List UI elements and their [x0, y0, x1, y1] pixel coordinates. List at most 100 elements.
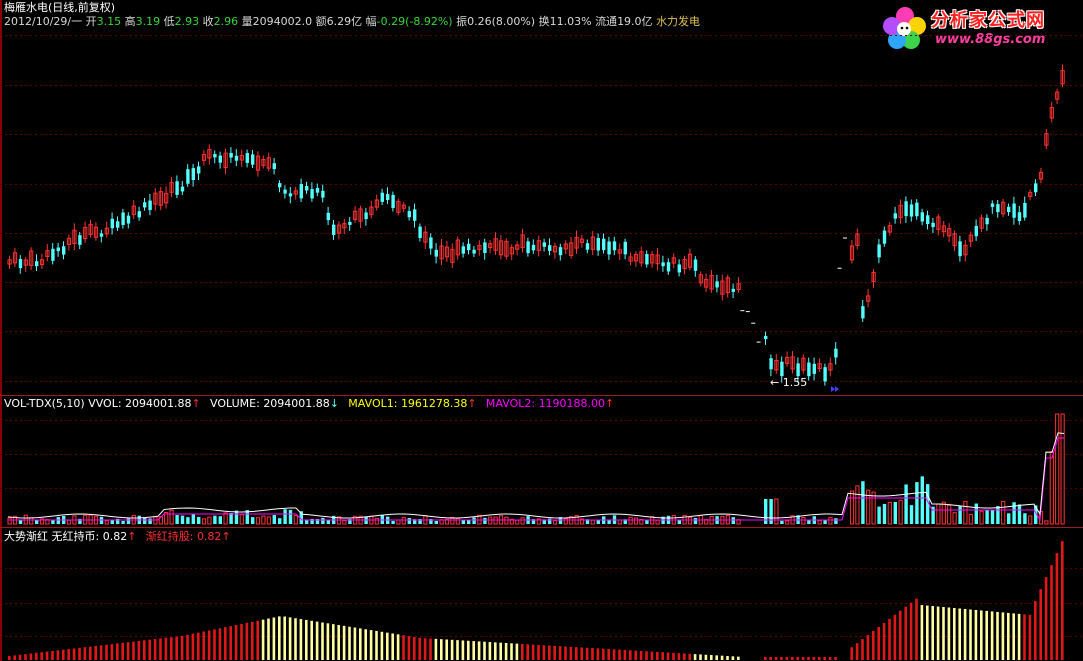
indicator-bar — [699, 654, 702, 660]
arrow-up-icon: ↑ — [191, 397, 201, 410]
volume-bar — [391, 520, 395, 524]
indicator-bar — [483, 641, 486, 660]
volume-chart[interactable] — [0, 396, 1083, 528]
volume-series-label: VOLUME: — [210, 397, 260, 410]
indicator-bar — [564, 646, 567, 660]
candle-body — [709, 274, 714, 290]
volume-bar — [985, 510, 989, 524]
candle-body — [931, 222, 935, 228]
candle-body — [682, 258, 687, 270]
candle-body — [444, 246, 450, 258]
candle-body — [153, 192, 158, 205]
indicator-bar — [855, 643, 859, 660]
indicator-bar — [585, 647, 589, 660]
candle-body — [785, 356, 790, 364]
high-label: 高 — [124, 15, 136, 28]
arrow-up-icon: ↑ — [605, 397, 615, 410]
indicator-bar — [1044, 577, 1048, 660]
candle-body — [979, 217, 984, 229]
candle-body — [39, 259, 45, 266]
candle-body — [99, 233, 104, 237]
candle-body — [56, 247, 60, 252]
indicator-bar — [429, 638, 432, 660]
volume-bar — [493, 516, 498, 525]
volume-bar — [1049, 451, 1054, 525]
candle-body — [83, 226, 88, 240]
indicator-bar — [607, 649, 610, 660]
candle-body — [877, 244, 881, 258]
candle-body — [887, 225, 892, 233]
candle-body — [51, 248, 55, 261]
volume-bar — [990, 510, 995, 524]
indicator-bar — [531, 644, 535, 660]
indicator-bar — [818, 657, 821, 660]
volume-bar — [780, 520, 784, 524]
candle-body — [661, 262, 665, 267]
indicator-bar — [315, 621, 319, 660]
candle-body — [780, 361, 784, 377]
vvol-label: VVOL: — [88, 397, 122, 410]
indicator-bar — [807, 657, 810, 660]
volume-bar — [1017, 504, 1022, 524]
volume-value: 2094002.0 — [252, 15, 313, 28]
indicator-bar — [915, 598, 918, 660]
indicator-bar — [218, 628, 222, 660]
volume-bar — [18, 520, 23, 524]
volume-bar — [920, 476, 924, 524]
candle-body — [348, 221, 352, 225]
volume-bar — [909, 505, 914, 524]
indicator-bar — [693, 654, 697, 660]
candle-body — [255, 155, 261, 171]
indicator-bar — [369, 630, 373, 660]
volume-bar — [374, 517, 379, 525]
candle-body — [520, 234, 525, 249]
candle-body — [666, 262, 671, 272]
volume-bar — [218, 516, 222, 524]
volume-bar — [434, 520, 438, 524]
candle-body — [504, 240, 509, 257]
candle-body — [985, 217, 989, 225]
candle-body — [169, 182, 174, 193]
volume-bar — [56, 517, 60, 524]
float-value: 19.0亿 — [617, 15, 653, 28]
mavol2-line — [8, 437, 1064, 522]
indicator-bar — [310, 620, 313, 660]
candle-body — [197, 166, 201, 174]
mavol1-label: MAVOL1: — [348, 397, 398, 410]
volume-bar — [1034, 505, 1038, 524]
candle-body — [229, 152, 233, 158]
volume-bar — [278, 518, 282, 524]
volume-bar — [1001, 500, 1006, 525]
volume-bar — [882, 503, 887, 524]
indicator-bar — [153, 639, 157, 660]
indicator-chart[interactable] — [0, 528, 1083, 661]
indicator-bar — [1055, 553, 1059, 660]
indicator-bar — [418, 637, 421, 660]
volume-bar — [968, 513, 973, 525]
candle-body — [602, 238, 606, 251]
indicator-bar — [980, 610, 983, 660]
candle-body — [455, 239, 460, 256]
candle-body — [628, 256, 633, 262]
candle-body — [812, 363, 816, 374]
indicator-bar — [780, 657, 783, 660]
volume-bar — [958, 506, 962, 524]
gridline — [0, 184, 1083, 185]
volume-bar — [223, 512, 228, 525]
indicator-bar — [893, 614, 897, 660]
volume-bar — [104, 520, 109, 525]
volume-bar — [801, 517, 806, 525]
candle-body — [62, 246, 66, 255]
volume-bar — [774, 498, 779, 525]
candle-body — [617, 249, 622, 254]
volume-bar — [1028, 515, 1033, 525]
volume-bar — [461, 520, 465, 524]
candlestick-chart[interactable] — [0, 0, 1083, 395]
candle-body — [488, 243, 493, 249]
candle-body — [941, 225, 946, 233]
volume-bar — [785, 520, 790, 525]
gridline — [0, 603, 1083, 604]
candle-body — [1023, 202, 1027, 218]
volume-bar — [596, 519, 600, 524]
mavol2-value: 1190188.00 — [538, 397, 606, 410]
